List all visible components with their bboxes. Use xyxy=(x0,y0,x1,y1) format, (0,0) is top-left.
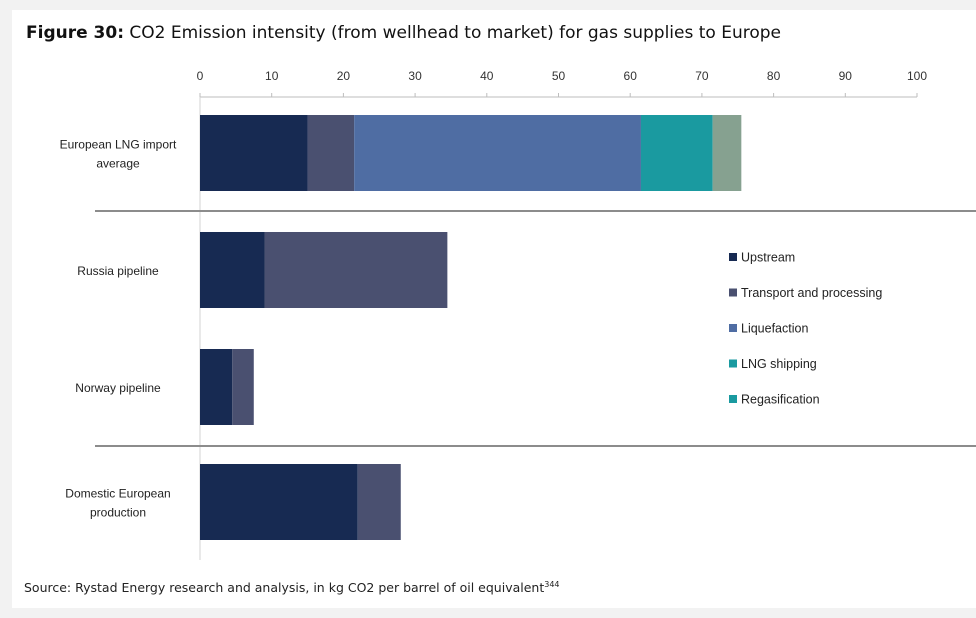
legend-swatch xyxy=(729,395,737,403)
category-label: Russia pipeline xyxy=(77,264,159,278)
x-tick-label: 60 xyxy=(624,69,638,83)
bar-segment xyxy=(200,349,233,425)
figure-label: Figure 30: xyxy=(26,23,124,43)
legend-label: LNG shipping xyxy=(741,357,817,371)
figure-title-text: CO2 Emission intensity (from wellhead to… xyxy=(129,23,781,43)
bar-segment xyxy=(307,115,355,191)
category-label: European LNG import xyxy=(60,138,177,152)
legend-label: Regasification xyxy=(741,393,820,407)
x-tick-label: 0 xyxy=(197,69,204,83)
bar-segment xyxy=(264,232,448,308)
bar-segment xyxy=(712,115,742,191)
x-tick-label: 50 xyxy=(552,69,566,83)
legend-swatch xyxy=(729,324,737,332)
figure-title: Figure 30: CO2 Emission intensity (from … xyxy=(26,23,781,43)
x-tick-label: 70 xyxy=(695,69,709,83)
bar-segment xyxy=(200,115,308,191)
x-tick-label: 90 xyxy=(839,69,853,83)
legend-swatch xyxy=(729,288,737,297)
category-label: Domestic European xyxy=(65,487,170,501)
x-tick-label: 10 xyxy=(265,69,279,83)
bar-segment xyxy=(200,232,265,308)
category-label: production xyxy=(90,506,146,520)
x-tick-label: 80 xyxy=(767,69,781,83)
x-tick-label: 100 xyxy=(907,69,927,83)
source-footnote: 344 xyxy=(544,580,560,589)
legend-swatch xyxy=(729,253,737,261)
bar-segment xyxy=(640,115,713,191)
bar-segment xyxy=(232,349,254,425)
bar-segment xyxy=(354,115,641,191)
bar-segment xyxy=(200,464,358,540)
bar-segment xyxy=(357,464,401,540)
x-tick-label: 40 xyxy=(480,69,494,83)
legend-label: Upstream xyxy=(741,251,795,265)
x-tick-label: 30 xyxy=(408,69,422,83)
x-tick-label: 20 xyxy=(337,69,351,83)
source-text: Source: Rystad Energy research and analy… xyxy=(24,580,545,596)
legend-label: Liquefaction xyxy=(741,322,808,336)
category-label: Norway pipeline xyxy=(75,381,161,395)
source-note: Source: Rystad Energy research and analy… xyxy=(24,580,560,595)
category-label: average xyxy=(96,157,140,171)
figure-card xyxy=(12,10,976,608)
legend-swatch xyxy=(729,359,737,368)
legend-label: Transport and processing xyxy=(741,286,882,300)
